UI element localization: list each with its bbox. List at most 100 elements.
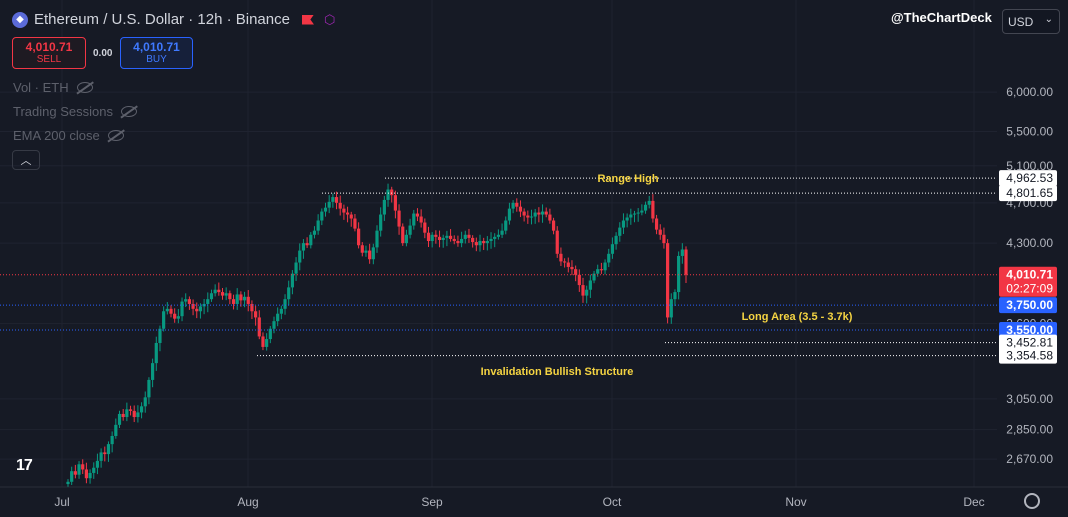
candle-body bbox=[128, 409, 133, 411]
candle-body bbox=[187, 299, 191, 304]
candle-body bbox=[669, 299, 673, 318]
candle-body bbox=[84, 469, 88, 479]
candle-body bbox=[242, 296, 247, 301]
price-tag-level: 3,452.81 bbox=[999, 334, 1057, 351]
candle-body bbox=[360, 245, 364, 253]
candle-body bbox=[382, 199, 386, 215]
candle-body bbox=[309, 234, 313, 246]
candle-body bbox=[643, 204, 648, 211]
chevron-down-icon: ⌄ bbox=[1044, 14, 1053, 25]
candle-body bbox=[349, 214, 353, 219]
candle-body bbox=[257, 317, 261, 337]
candle-body bbox=[320, 211, 324, 221]
price-tag-level-bg bbox=[999, 334, 1057, 351]
candle-body bbox=[220, 292, 225, 296]
candle-body bbox=[206, 299, 210, 304]
eye-hidden-icon[interactable] bbox=[76, 82, 93, 93]
candle-body bbox=[566, 262, 570, 267]
candle-body bbox=[518, 206, 523, 212]
buy-button[interactable]: 4,010.71 BUY bbox=[120, 37, 193, 69]
candle-body bbox=[254, 311, 258, 318]
flag-icon[interactable] bbox=[301, 14, 314, 25]
candle-body bbox=[180, 301, 184, 317]
candle-body bbox=[423, 222, 427, 233]
x-tick-label: Jul bbox=[54, 495, 69, 509]
invalidation-label: Invalidation Bullish Structure bbox=[481, 366, 634, 378]
candle-body bbox=[132, 410, 136, 418]
candle-body bbox=[647, 200, 651, 205]
candle-body bbox=[563, 261, 567, 263]
collapse-indicators-button[interactable]: ︿ bbox=[12, 150, 40, 170]
candle-body bbox=[544, 211, 548, 215]
price-tag-level: 4,801.65 bbox=[999, 185, 1057, 202]
symbol-header[interactable]: ◆ Ethereum / U.S. Dollar · 12h · Binance… bbox=[12, 11, 335, 28]
candle-body bbox=[301, 243, 306, 251]
candle-body bbox=[603, 262, 607, 271]
price-tag-level-text: 4,801.65 bbox=[1006, 186, 1053, 200]
candle-body bbox=[231, 299, 236, 304]
price-tag-long-bottom-bg bbox=[999, 322, 1057, 339]
candle-body bbox=[265, 339, 269, 347]
candle-body bbox=[283, 299, 287, 309]
candle-body bbox=[618, 227, 622, 236]
y-tick-label: 6,000.00 bbox=[1006, 85, 1053, 99]
settings-gear-icon[interactable] bbox=[1024, 493, 1040, 509]
price-tag-invalidation: 3,354.58 bbox=[999, 347, 1057, 364]
candle-body bbox=[621, 220, 626, 228]
candle-body bbox=[614, 235, 618, 245]
candle-body bbox=[471, 237, 475, 243]
y-tick-label: 3,050.00 bbox=[1006, 392, 1053, 406]
x-tick-label: Dec bbox=[963, 495, 984, 509]
candle-body bbox=[559, 253, 563, 262]
candle-body bbox=[654, 218, 659, 230]
price-tag-long-bottom: 3,550.00 bbox=[999, 322, 1057, 339]
candle-body bbox=[290, 273, 294, 288]
price-tag-range-high-bg bbox=[999, 170, 1057, 187]
eye-hidden-icon[interactable] bbox=[120, 106, 137, 117]
candle-body bbox=[268, 328, 272, 340]
candle-body bbox=[368, 250, 372, 260]
candle-body bbox=[677, 255, 681, 293]
candle-body bbox=[287, 287, 291, 300]
candle-body bbox=[165, 308, 169, 312]
candle-body bbox=[198, 306, 203, 312]
tradingview-shape-icon[interactable]: ⬡ bbox=[323, 11, 336, 27]
candle-body bbox=[640, 210, 644, 213]
price-tag-current-countdown: 02:27:09 bbox=[1006, 282, 1053, 296]
candle-body bbox=[430, 234, 434, 242]
sell-price: 4,010.71 bbox=[25, 40, 73, 54]
eye-hidden-icon[interactable] bbox=[107, 130, 124, 141]
candle-body bbox=[235, 294, 239, 304]
candle-body bbox=[316, 220, 320, 231]
candle-body bbox=[511, 202, 515, 209]
candle-body bbox=[404, 234, 409, 244]
long-area-label: Long Area (3.5 - 3.7k) bbox=[742, 311, 853, 323]
candle-body bbox=[463, 234, 467, 239]
candle-body bbox=[500, 230, 504, 235]
candle-body bbox=[213, 289, 217, 294]
candle-body bbox=[342, 208, 346, 213]
sell-button[interactable]: 4,010.71 SELL bbox=[12, 37, 86, 69]
candle-body bbox=[390, 189, 394, 196]
x-tick-label: Sep bbox=[421, 495, 443, 509]
candle-body bbox=[577, 274, 581, 286]
indicator-volume[interactable]: Vol · ETH bbox=[13, 80, 93, 95]
candle-body bbox=[103, 452, 107, 455]
candle-body bbox=[239, 294, 243, 301]
indicator-ema[interactable]: EMA 200 close bbox=[13, 128, 124, 143]
candle-body bbox=[540, 211, 545, 215]
candle-body bbox=[209, 293, 214, 300]
candle-body bbox=[77, 464, 81, 475]
candle-body bbox=[279, 308, 283, 314]
candle-body bbox=[504, 220, 508, 231]
buy-label: BUY bbox=[146, 54, 167, 65]
candle-body bbox=[338, 202, 342, 209]
indicator-trading-sessions[interactable]: Trading Sessions bbox=[13, 104, 137, 119]
candle-body bbox=[408, 225, 412, 235]
candle-body bbox=[515, 202, 519, 207]
candle-body bbox=[139, 406, 144, 413]
price-tag-current-text: 4,010.71 bbox=[1006, 268, 1053, 282]
candle-body bbox=[599, 269, 603, 271]
currency-select[interactable]: USD ⌄ bbox=[1002, 9, 1060, 34]
